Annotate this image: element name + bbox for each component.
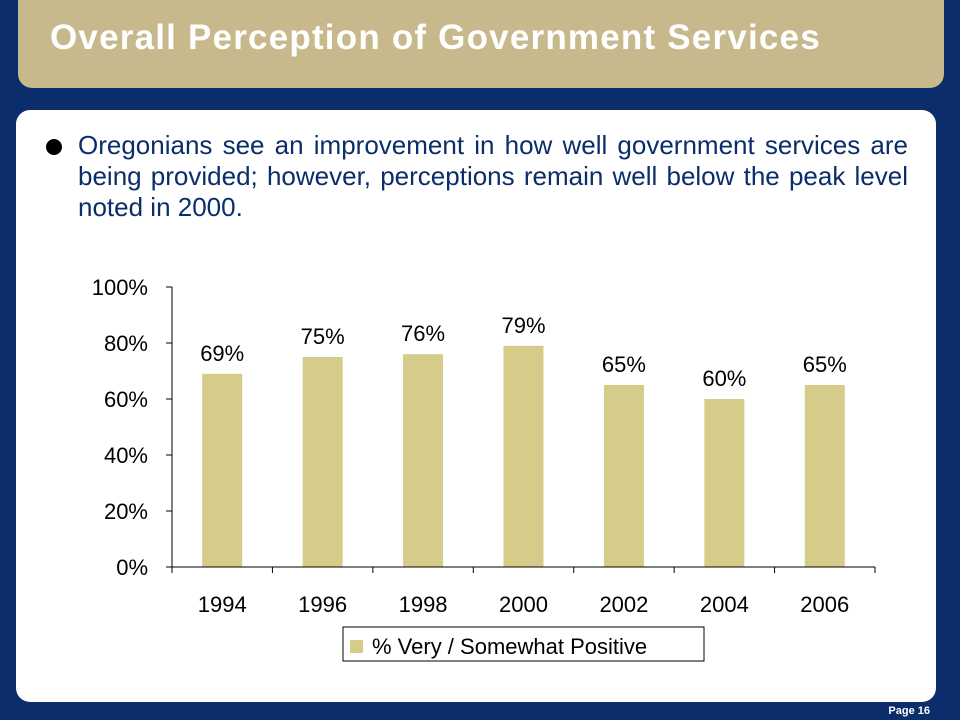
data-label-1996: 75%	[301, 324, 345, 349]
data-label-1998: 76%	[401, 321, 445, 346]
bullet-text: Oregonians see an improvement in how wel…	[78, 130, 908, 222]
legend-swatch	[350, 640, 363, 653]
x-tick-label-1994: 1994	[198, 592, 247, 617]
x-tick-label-2002: 2002	[599, 592, 648, 617]
bar-2004	[704, 399, 745, 567]
x-tick-label-2000: 2000	[499, 592, 548, 617]
slide-title: Overall Perception of Government Service…	[50, 18, 821, 57]
bar-1996	[302, 357, 343, 567]
y-tick-label-40: 40%	[104, 443, 148, 468]
data-label-2000: 79%	[501, 313, 545, 338]
data-label-2006: 65%	[803, 352, 847, 377]
y-tick-label-80: 80%	[104, 331, 148, 356]
bar-2002	[603, 385, 644, 567]
y-tick-label-100: 100%	[92, 275, 148, 300]
content-panel	[16, 110, 936, 702]
y-tick-label-20: 20%	[104, 499, 148, 524]
page-number: Page 16	[888, 705, 930, 717]
legend-label: % Very / Somewhat Positive	[372, 634, 647, 659]
x-tick-label-1998: 1998	[399, 592, 448, 617]
bar-2000	[503, 345, 544, 567]
data-label-1994: 69%	[200, 341, 244, 366]
bullet-icon	[46, 139, 62, 155]
bar-2006	[804, 385, 845, 567]
x-tick-label-2006: 2006	[800, 592, 849, 617]
legend-box	[342, 626, 705, 662]
data-label-2004: 60%	[702, 366, 746, 391]
bar-1994	[202, 373, 243, 567]
bar-1998	[403, 354, 444, 567]
x-tick-label-1996: 1996	[298, 592, 347, 617]
y-tick-label-60: 60%	[104, 387, 148, 412]
data-label-2002: 65%	[602, 352, 646, 377]
x-tick-label-2004: 2004	[700, 592, 749, 617]
y-tick-label-0: 0%	[116, 555, 148, 580]
title-bar: Overall Perception of Government Service…	[18, 0, 944, 88]
